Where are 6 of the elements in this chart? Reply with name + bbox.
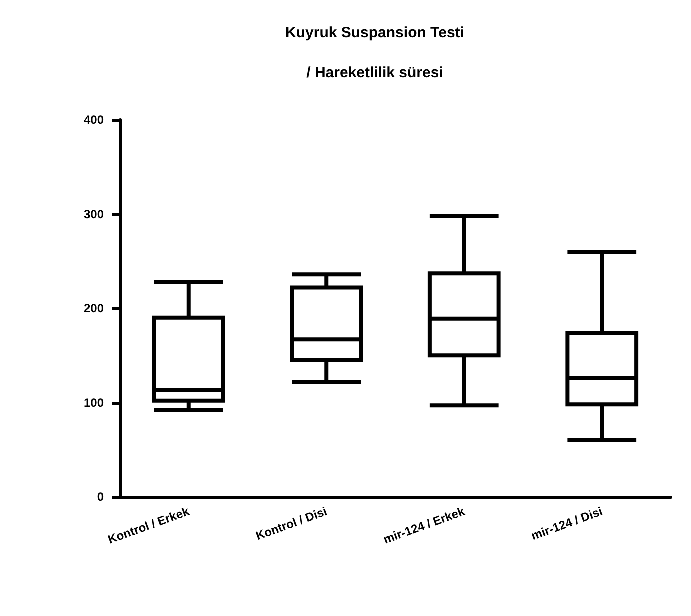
y-tick-label: 300	[84, 207, 104, 222]
y-tick-label: 100	[84, 396, 104, 410]
y-tick-label: 400	[84, 113, 104, 127]
y-tick-label: 0	[97, 490, 104, 504]
chart-title: Kuyruk Suspansion Testi / Hareketlilik süresi	[286, 24, 464, 82]
y-tick-label: 200	[84, 302, 104, 316]
